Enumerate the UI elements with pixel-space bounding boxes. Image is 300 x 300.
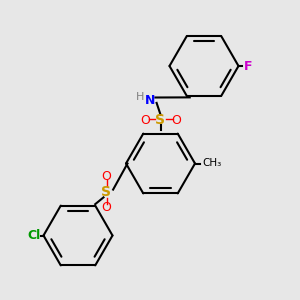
Text: F: F bbox=[244, 59, 252, 73]
Text: O: O bbox=[171, 113, 181, 127]
Text: O: O bbox=[102, 170, 111, 183]
Text: O: O bbox=[140, 113, 150, 127]
Text: N: N bbox=[145, 94, 155, 107]
Text: CH₃: CH₃ bbox=[202, 158, 222, 169]
Text: S: S bbox=[155, 113, 166, 127]
Text: Cl: Cl bbox=[27, 229, 40, 242]
Text: H: H bbox=[136, 92, 145, 102]
Text: O: O bbox=[102, 201, 111, 214]
Text: S: S bbox=[101, 185, 112, 199]
